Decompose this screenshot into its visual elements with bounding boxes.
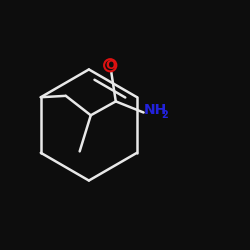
Text: 2: 2 <box>161 110 168 120</box>
Circle shape <box>104 59 116 72</box>
Text: O: O <box>105 59 116 72</box>
Text: NH: NH <box>144 103 167 117</box>
